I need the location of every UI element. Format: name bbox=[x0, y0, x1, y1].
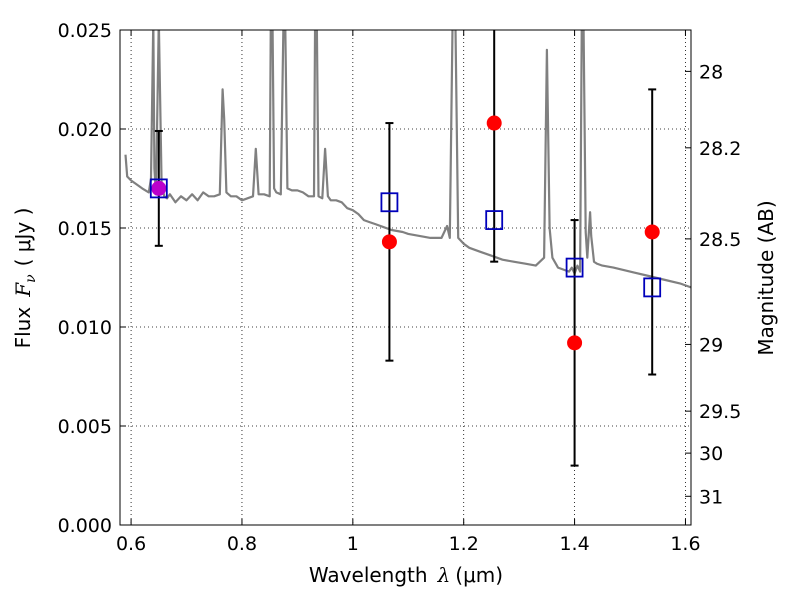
y-tick-label: 0.000 bbox=[58, 515, 112, 537]
observed-point bbox=[381, 234, 397, 250]
x-tick-label: 1.6 bbox=[670, 533, 700, 555]
model-photometry-square bbox=[485, 210, 504, 230]
x-tick-label: 1 bbox=[347, 533, 359, 555]
y-tick-label: 0.025 bbox=[58, 20, 112, 42]
x-tick-label: 0.8 bbox=[227, 533, 257, 555]
x-axis-title: Wavelength λ (μm) bbox=[309, 563, 503, 587]
observed-point bbox=[644, 224, 660, 240]
x-tick-label: 1.2 bbox=[449, 533, 479, 555]
model-photometry-square bbox=[643, 277, 662, 298]
x-tick-label: 1.4 bbox=[559, 533, 589, 555]
y2-tick-label: 30 bbox=[699, 443, 723, 465]
axis-ticks: 0.6 0.8 1 1.2 1.4 1.6 0.000 0.005 0.010 0.015 0.02… bbox=[58, 20, 742, 555]
y-tick-label: 0.005 bbox=[58, 416, 112, 438]
model-spectrum-line bbox=[124, 30, 691, 289]
y2-tick-label: 28.2 bbox=[699, 138, 741, 160]
model-photometry-square bbox=[380, 192, 399, 213]
plot-frame bbox=[119, 29, 692, 526]
observed-point bbox=[567, 335, 583, 351]
y-tick-label: 0.015 bbox=[58, 218, 112, 240]
plot-area bbox=[124, 30, 691, 289]
markers bbox=[149, 115, 662, 351]
model-photometry-square bbox=[149, 178, 168, 199]
x-tick-label: 0.6 bbox=[116, 533, 146, 555]
y2-tick-label: 28 bbox=[699, 61, 723, 83]
model-photometry-square bbox=[565, 257, 584, 278]
y2-tick-label: 31 bbox=[699, 486, 723, 508]
y2-tick-label: 29.5 bbox=[699, 401, 741, 423]
y-tick-label: 0.010 bbox=[58, 317, 112, 339]
y-tick-label: 0.020 bbox=[58, 119, 112, 141]
y2-axis-title: Magnitude (AB) bbox=[754, 200, 778, 355]
y2-tick-label: 28.5 bbox=[699, 229, 741, 251]
y2-tick-label: 29 bbox=[699, 334, 723, 356]
observed-point bbox=[486, 115, 502, 131]
y-axis-title: FluxFν( μJy ) bbox=[11, 208, 39, 349]
observed-point bbox=[151, 180, 167, 196]
